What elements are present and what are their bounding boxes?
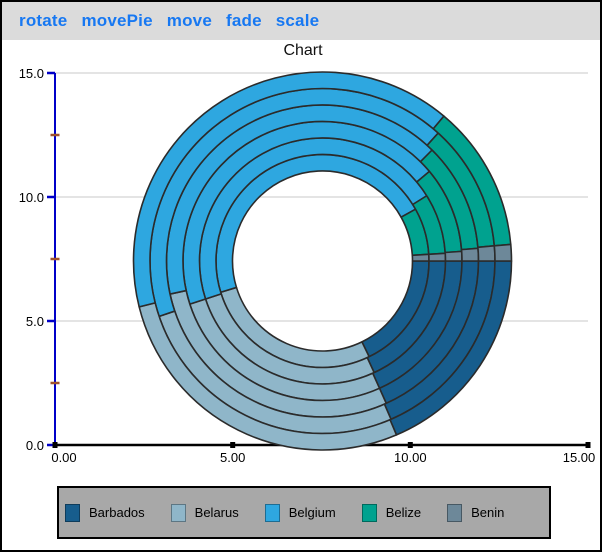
- pie-segment-benin-ring-6[interactable]: [493, 243, 513, 262]
- y-axis-tick-label: 5.0: [26, 314, 44, 329]
- pie-segment-benin-ring-1[interactable]: [411, 253, 430, 262]
- pie-segment-benin-ring-4[interactable]: [460, 247, 480, 262]
- x-axis-tick-label: 5.00: [220, 450, 245, 465]
- y-axis-tick-label: 0.0: [26, 438, 44, 453]
- chart-title: Chart: [283, 42, 323, 59]
- legend-item-belize[interactable]: Belize: [361, 503, 422, 522]
- x-axis-major-tick: [585, 442, 591, 448]
- legend-swatch-belgium: [264, 503, 280, 522]
- legend-item-belarus[interactable]: Belarus: [170, 503, 239, 522]
- toolbar-link-scale[interactable]: scale: [275, 11, 320, 30]
- legend-swatch-barbados: [65, 503, 80, 522]
- x-axis-tick-label: 10.00: [394, 450, 427, 465]
- x-axis-major-tick: [52, 442, 58, 448]
- legend-item-belgium[interactable]: Belgium: [264, 503, 336, 522]
- pie-segment-benin-ring-3[interactable]: [444, 250, 463, 262]
- toolbar-link-rotate[interactable]: rotate: [19, 11, 68, 30]
- y-axis-major-tick: [47, 319, 55, 323]
- y-axis-major-tick: [47, 443, 55, 447]
- legend-item-benin[interactable]: Benin: [447, 503, 505, 522]
- toolbar: rotate movePie move fade scale: [2, 2, 600, 40]
- y-axis-minor-tick: [50, 257, 60, 261]
- y-axis-minor-tick: [50, 381, 60, 385]
- toolbar-link-movepie[interactable]: movePie: [81, 11, 153, 30]
- y-axis-major-tick: [47, 195, 55, 199]
- x-axis-major-tick: [230, 442, 236, 448]
- y-axis-major-tick: [47, 71, 55, 75]
- x-axis-tick-label: 0.00: [51, 450, 76, 465]
- pie-segment-benin-ring-5[interactable]: [477, 245, 496, 262]
- y-axis-tick-label: 15.0: [19, 66, 44, 81]
- legend-label: Benin: [471, 505, 505, 520]
- legend-item-barbados[interactable]: Barbados: [65, 503, 145, 522]
- legend-swatch-belarus: [170, 503, 186, 522]
- legend-label: Belarus: [194, 505, 239, 520]
- toolbar-link-move[interactable]: move: [166, 11, 212, 30]
- x-axis-major-tick: [407, 442, 413, 448]
- legend-swatch-benin: [447, 503, 463, 522]
- legend-swatch-belize: [361, 503, 377, 522]
- y-axis-minor-tick: [50, 133, 60, 137]
- pie-segment-benin-ring-2[interactable]: [427, 252, 447, 262]
- legend-label: Belize: [385, 505, 422, 520]
- toolbar-link-fade[interactable]: fade: [225, 11, 262, 30]
- legend-label: Belgium: [288, 505, 336, 520]
- legend-label: Barbados: [89, 505, 145, 520]
- legend: Barbados Belarus Belgium Belize Benin: [57, 486, 551, 539]
- y-axis-tick-label: 10.0: [19, 190, 44, 205]
- x-axis-tick-label: 15.00: [563, 450, 596, 465]
